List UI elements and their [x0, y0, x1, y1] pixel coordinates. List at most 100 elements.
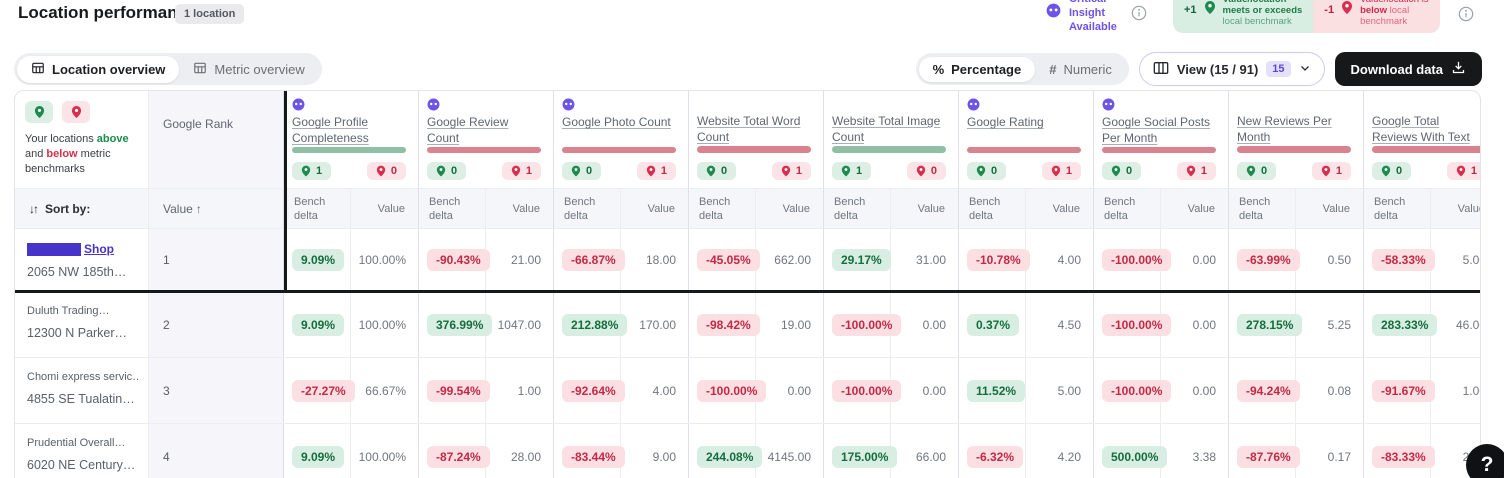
metric-name[interactable]: Google Photo Count — [562, 115, 671, 129]
benchmark-above-text: Value/location meets or exceeds local be… — [1222, 0, 1303, 27]
tab-location-overview[interactable]: Location overview — [17, 55, 180, 83]
metric-column-header: New Reviews Per Month 0 1 — [1229, 91, 1364, 188]
insight-legend-text: Critical Insight Available — [1069, 0, 1117, 33]
bench-delta-cell: -100.00% — [824, 292, 902, 357]
bench-delta-cell: 376.99% — [419, 292, 493, 357]
benchmark-legend-below: -1 Value/location is below local benchma… — [1313, 0, 1440, 33]
below-benchmark-count: 0 — [906, 162, 946, 180]
tab-metric-overview[interactable]: Metric overview — [179, 56, 318, 83]
value-cell: 1047.00 — [486, 292, 554, 357]
benchmark-bar — [832, 146, 946, 153]
below-benchmark-count: 1 — [1311, 162, 1351, 180]
plus-one-label: +1 — [1184, 4, 1197, 16]
insight-icon — [1046, 3, 1061, 23]
value-cell: 0.00 — [1161, 229, 1229, 291]
value-cell: 66.00 — [891, 424, 959, 478]
value-cell: 4.50 — [1026, 292, 1094, 357]
delta-badge: -10.78% — [967, 249, 1030, 271]
bench-delta-cell: 9.09% — [284, 424, 351, 478]
metric-name[interactable]: Website Total Image Count — [832, 113, 941, 144]
below-benchmark-count: 1 — [771, 162, 811, 180]
table-row: Chomi express servic… 4855 SE Tualatin… 3-… — [15, 358, 1480, 424]
bench-delta-cell: 283.33% — [1364, 292, 1438, 357]
google-rank-header: Google Rank — [149, 91, 284, 188]
bench-delta-cell: -99.54% — [419, 358, 490, 423]
delta-badge: -100.00% — [832, 313, 902, 336]
chevron-down-icon — [1299, 62, 1311, 77]
bench-delta-subheader: Bench delta — [1094, 189, 1161, 228]
benchmark-bar — [562, 146, 676, 153]
location-address: 12300 N Parker… — [27, 326, 128, 340]
bench-delta-subheader: Bench delta — [689, 189, 756, 228]
toolbar: Location overview Metric overview % Perc… — [14, 52, 1482, 86]
value-cell: 0.00 — [891, 292, 959, 357]
bench-delta-subheader: Bench delta — [1364, 189, 1431, 228]
delta-badge: -100.00% — [832, 379, 902, 402]
delta-badge: 9.09% — [292, 313, 345, 336]
icon-slot — [832, 98, 946, 113]
metric-column-header: Website Total Image Count 1 0 — [824, 91, 959, 188]
metric-name[interactable]: Google Review Count — [427, 115, 509, 145]
table-icon — [31, 61, 45, 78]
location-cell: Duluth Trading… 12300 N Parker… — [15, 292, 149, 357]
benchmark-bar — [1237, 146, 1351, 153]
benchmark-legend-above: +1 Value/location meets or exceeds local… — [1173, 0, 1314, 33]
metric-name[interactable]: Google Rating — [967, 115, 1044, 129]
location-address: 2065 NW 185th… — [27, 265, 127, 279]
metric-name[interactable]: New Reviews Per Month — [1237, 113, 1332, 144]
delta-badge: 212.88% — [562, 313, 628, 336]
value-cell: 31.00 — [891, 229, 959, 291]
bench-delta-cell: -6.32% — [959, 424, 1026, 478]
delta-badge: 244.08% — [697, 445, 763, 468]
benchmark-bar — [292, 146, 406, 153]
metric-name[interactable]: Google Total Reviews With Text Past Year — [1372, 113, 1470, 144]
location-name: Prudential Overall… — [27, 437, 126, 449]
info-icon[interactable] — [1458, 6, 1474, 22]
sort-value-control[interactable]: Value ↑ — [149, 189, 284, 228]
help-button[interactable]: ? — [1466, 444, 1504, 478]
delta-badge: -100.00% — [1102, 249, 1172, 271]
selection-border-horizontal — [15, 290, 1480, 293]
arrow-up-icon: ↑ — [195, 201, 202, 216]
bench-delta-cell: 244.08% — [689, 424, 763, 478]
metric-name[interactable]: Website Total Word Count — [697, 113, 801, 144]
table-icon — [193, 61, 207, 78]
above-benchmark-count: 0 — [1237, 162, 1277, 180]
delta-badge: 9.09% — [292, 249, 345, 271]
value-cell: 28.00 — [486, 424, 554, 478]
delta-badge: -63.99% — [1237, 249, 1300, 271]
download-icon — [1451, 60, 1466, 78]
above-benchmark-count: 0 — [1372, 162, 1412, 180]
above-benchmark-count: 1 — [832, 162, 872, 180]
value-cell: 66.67% — [351, 358, 419, 423]
performance-table: Your locations above and below metric be… — [14, 90, 1481, 478]
bench-delta-subheader: Bench delta — [554, 189, 621, 228]
redacted-name — [27, 242, 81, 256]
mode-numeric-button[interactable]: # Numeric — [1049, 61, 1112, 77]
delta-badge: -83.33% — [1372, 445, 1435, 468]
location-link[interactable]: Shop — [84, 242, 114, 256]
below-benchmark-count: 0 — [366, 162, 406, 180]
value-cell: 4.20 — [1026, 424, 1094, 478]
metric-name[interactable]: Google Social Posts Per Month — [1102, 115, 1211, 145]
delta-badge: -100.00% — [697, 379, 767, 402]
red-pin-icon — [62, 101, 90, 123]
delta-badge: -98.42% — [697, 313, 760, 336]
location-name: Duluth Trading… — [27, 305, 110, 317]
location-count-badge: 1 location — [175, 4, 245, 24]
metric-name[interactable]: Google Profile Completeness — [292, 115, 369, 145]
info-icon[interactable] — [1131, 5, 1147, 21]
download-data-button[interactable]: Download data — [1334, 52, 1482, 86]
insight-icon — [967, 98, 1081, 114]
value-cell: 0.17 — [1296, 424, 1364, 478]
view-columns-dropdown[interactable]: View (15 / 91) 15 — [1138, 52, 1325, 86]
value-cell: 19.00 — [756, 292, 824, 357]
value-cell: 662.00 — [756, 229, 824, 291]
benchmark-bar — [697, 146, 811, 153]
mode-percentage-button[interactable]: % Percentage — [918, 56, 1036, 82]
bench-delta-cell: -100.00% — [1094, 358, 1172, 423]
sort-by-control[interactable]: ↓↑ Sort by: — [15, 189, 149, 228]
above-benchmark-count: 0 — [1102, 162, 1142, 180]
bench-delta-cell: -100.00% — [1094, 229, 1172, 291]
icon-slot — [697, 98, 811, 113]
